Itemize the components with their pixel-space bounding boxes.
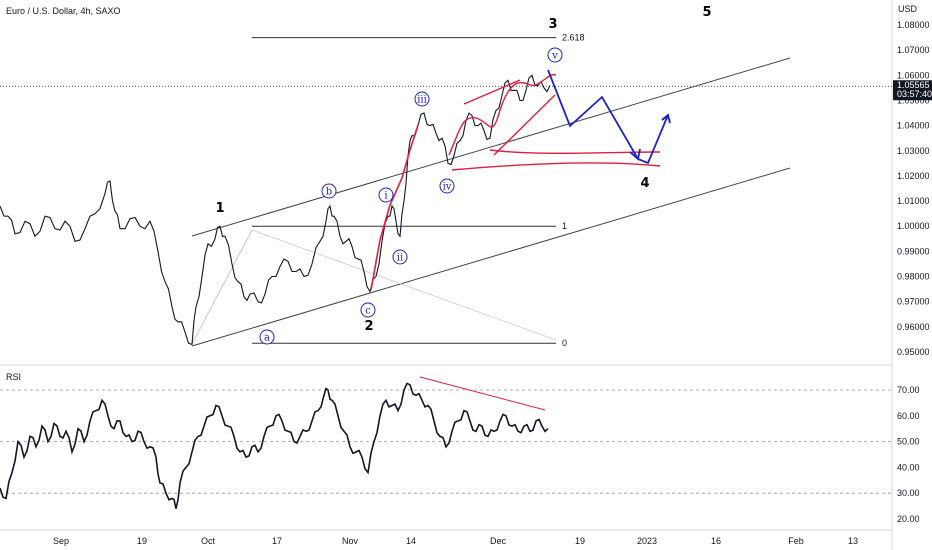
price-y-tick: 0.96000: [897, 322, 930, 332]
fib-level-label: 0: [562, 338, 567, 348]
blue-arrow-head-up: [661, 113, 671, 124]
price-series: [0, 74, 551, 346]
wave-label: i: [384, 191, 387, 202]
rsi-y-tick: 60.00: [897, 411, 920, 421]
wave-label-circle: [547, 47, 563, 63]
wave-label: 2: [364, 319, 373, 334]
current-price-tag: 1.05565 03:57:40: [893, 80, 932, 101]
wave-label-circle: [439, 178, 455, 194]
rsi-y-tick: 40.00: [897, 462, 920, 472]
rsi-series: [0, 382, 549, 509]
price-y-ticks: 1.08000 1.07000 1.06000 1.05000 1.04000 1.030…: [897, 20, 930, 357]
wave-label-circle: [321, 183, 337, 199]
price-y-tick: 0.98000: [897, 272, 930, 282]
wave-label: v: [551, 51, 558, 62]
red-wedge-upper: [463, 79, 521, 105]
price-y-tick: 1.05000: [897, 95, 930, 105]
price-y-tick: 0.99000: [897, 246, 930, 256]
red-wave-3-line: [370, 124, 419, 291]
rsi-line: [0, 382, 549, 509]
x-tick-label: Nov: [342, 536, 359, 546]
x-tick-label: Sep: [53, 536, 69, 546]
fib-level-label: 2.618: [562, 33, 585, 43]
rsi-y-ticks: 70.00 60.00 50.00 40.00 30.00 20.00: [897, 385, 920, 524]
wave-label-circle: [392, 249, 408, 265]
rsi-y-tick: 50.00: [897, 437, 920, 447]
price-y-tick: 1.06000: [897, 70, 930, 80]
price-y-tick: 1.03000: [897, 146, 930, 156]
x-tick-label: Oct: [201, 536, 216, 546]
rsi-y-tick: 70.00: [897, 385, 920, 395]
wave-label: iii: [417, 95, 427, 106]
red-wave-4-curve: [448, 73, 557, 156]
fib-level-label: 1: [562, 221, 567, 231]
wave-label: 1: [215, 201, 224, 216]
x-tick-label: 14: [406, 536, 416, 546]
price-line: [0, 74, 551, 346]
x-tick-label: 19: [575, 536, 585, 546]
rsi-title: RSI: [6, 372, 21, 382]
x-ticks: Sep 19 Oct 17 Nov 14 Dec 19 2023 16 Feb 13: [53, 536, 858, 546]
chart-title: Euro / U.S. Dollar, 4h, SAXO: [6, 6, 121, 16]
rsi-divergence-line: [419, 376, 546, 411]
rsi-bands: [0, 389, 892, 494]
y-axis-label: USD: [898, 4, 918, 14]
price-y-tick: 1.04000: [897, 121, 930, 131]
price-y-tick: 0.97000: [897, 297, 930, 307]
wave-label: a: [264, 333, 270, 344]
wave-label-circle: [414, 91, 430, 107]
wave-label-circle: [378, 187, 394, 203]
fib-connector-down: [251, 229, 557, 341]
wave-label: 4: [640, 176, 649, 191]
blue-arrow-head-down: [629, 148, 641, 161]
wave-label: b: [326, 187, 332, 198]
channel-upper-line: [191, 57, 791, 237]
price-y-tick: 1.02000: [897, 171, 930, 181]
x-tick-label: 13: [848, 536, 858, 546]
red-target-lower: [451, 162, 661, 171]
channel-lower-line: [191, 167, 791, 347]
wave-label-circle: [360, 302, 376, 318]
fib-connector-up: [191, 229, 253, 345]
wave-label: c: [365, 306, 371, 317]
price-y-tick: 0.95000: [897, 347, 930, 357]
fib-levels: 2.618 1 0: [252, 33, 585, 348]
wave-label: ii: [397, 253, 403, 264]
x-tick-label: 2023: [637, 536, 657, 546]
price-y-tick: 1.00000: [897, 221, 930, 231]
wave-label: 5: [702, 5, 711, 20]
wave-label: iv: [443, 182, 452, 193]
x-tick-label: 17: [272, 536, 282, 546]
wave-label-circle: [259, 329, 275, 345]
wave-label: 3: [548, 17, 557, 32]
price-y-tick: 1.08000: [897, 20, 930, 30]
blue-projection-path: [547, 69, 669, 165]
x-tick-label: Dec: [490, 536, 507, 546]
x-tick-label: Feb: [788, 536, 804, 546]
red-wedge-lower: [493, 94, 556, 156]
rsi-y-tick: 20.00: [897, 514, 920, 524]
x-tick-label: 19: [137, 536, 147, 546]
price-y-tick: 1.01000: [897, 196, 930, 206]
price-y-tick: 1.07000: [897, 45, 930, 55]
current-price-value: 1.05565: [897, 80, 930, 90]
current-price-countdown: 03:57:40: [897, 89, 932, 99]
rsi-y-tick: 30.00: [897, 488, 920, 498]
x-tick-label: 16: [711, 536, 721, 546]
